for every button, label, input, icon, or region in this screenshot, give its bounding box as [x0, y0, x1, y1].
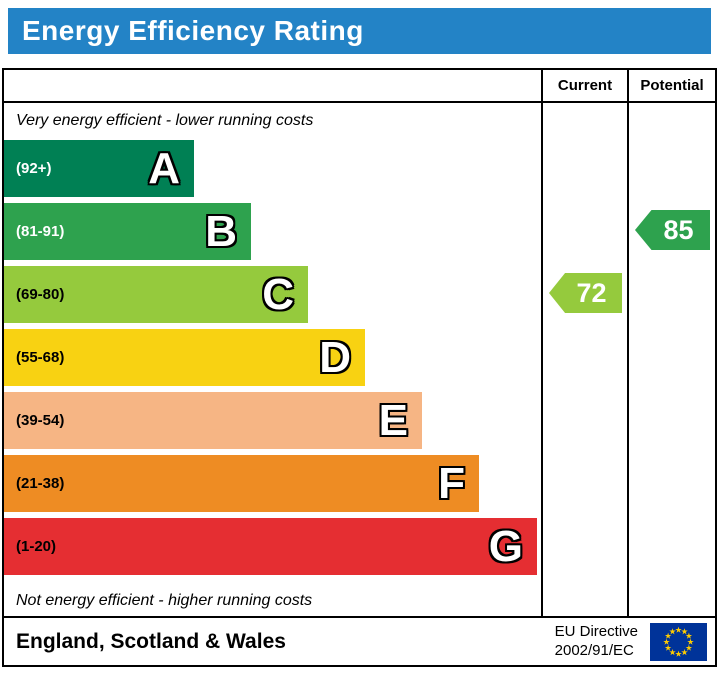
region-label: England, Scotland & Wales	[16, 629, 286, 653]
band-bar-b: (81-91) B	[4, 203, 251, 260]
band-bar-g: (1-20) G	[4, 518, 537, 575]
rating-bands-area: Very energy efficient - lower running co…	[4, 103, 541, 616]
footer-right-group: EU Directive 2002/91/EC	[555, 622, 715, 661]
current-rating-arrow: 72	[549, 273, 622, 313]
band-letter: B	[205, 206, 237, 256]
column-header-potential: Potential	[627, 70, 715, 103]
eu-directive-line2: 2002/91/EC	[554, 641, 634, 659]
bottom-note: Not energy efficient - higher running co…	[16, 592, 313, 609]
band-range-label: (92+)	[16, 160, 52, 177]
eu-flag-icon	[650, 622, 707, 661]
band-range-label: (81-91)	[16, 223, 65, 240]
footer-bar: England, Scotland & Wales EU Directive 2…	[2, 616, 717, 667]
band-bar-d: (55-68) D	[4, 329, 365, 386]
current-rating-column: 72	[541, 103, 627, 616]
potential-rating-value: 85	[663, 214, 694, 245]
potential-rating-column: 85	[627, 103, 715, 616]
band-range-label: (1-20)	[16, 538, 57, 555]
band-letter: D	[319, 332, 351, 382]
potential-column-label: Potential	[640, 77, 704, 94]
eu-directive-line1: EU Directive	[554, 622, 638, 640]
page-title: Energy Efficiency Rating	[22, 15, 364, 46]
band-letter: A	[148, 143, 180, 193]
band-letter: C	[262, 269, 294, 319]
band-range-label: (39-54)	[16, 412, 65, 429]
band-range-label: (21-38)	[16, 475, 65, 492]
band-bar-e: (39-54) E	[4, 392, 422, 449]
band-letter: F	[438, 458, 465, 508]
eu-directive-text: EU Directive 2002/91/EC	[555, 623, 638, 661]
column-header-current: Current	[541, 70, 627, 103]
potential-rating-arrow: 85	[635, 210, 710, 250]
band-bar-a: (92+) A	[4, 140, 194, 197]
band-letter: E	[378, 395, 408, 445]
current-column-label: Current	[557, 77, 613, 94]
energy-efficiency-chart: Current Potential Very energy efficient …	[2, 68, 717, 618]
title-bar: Energy Efficiency Rating	[8, 8, 711, 54]
top-note: Very energy efficient - lower running co…	[16, 112, 314, 129]
current-rating-value: 72	[576, 277, 607, 308]
band-range-label: (55-68)	[16, 349, 65, 366]
column-header-spacer	[4, 70, 541, 103]
band-bar-c: (69-80) C	[4, 266, 308, 323]
band-letter: G	[488, 521, 523, 571]
band-range-label: (69-80)	[16, 286, 65, 303]
band-bar-f: (21-38) F	[4, 455, 479, 512]
